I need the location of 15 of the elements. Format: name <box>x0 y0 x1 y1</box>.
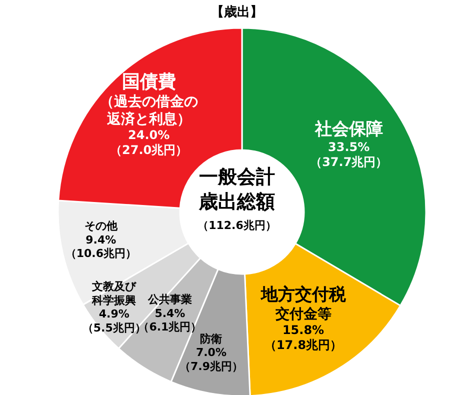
chart-title: 【歳出】 <box>211 4 263 20</box>
data-label: 33.5% （37.7兆円） <box>310 140 388 169</box>
slice-label: 社会保障 <box>314 120 383 140</box>
slice-label: 公共事業 <box>146 293 192 306</box>
slice-label: その他 <box>84 220 118 233</box>
text: （112.6兆円） <box>198 219 276 232</box>
text: 一般会計歳出総額 <box>198 166 275 213</box>
data-label: 15.8% （17.8兆円） <box>264 322 342 352</box>
data-label: 7.0% （7.9兆円） <box>179 346 243 373</box>
slice-label: 文教及び科学振興 <box>91 280 138 307</box>
slice-label: 国債費（過去の借金の返済と利息） <box>100 71 198 128</box>
data-label: 24.0% （27.0兆円） <box>110 128 188 157</box>
slice-label: 防衛 <box>200 332 222 346</box>
slice-label: 地方交付税交付金等 <box>260 285 347 322</box>
data-label: 9.4% （10.6兆円） <box>65 233 136 260</box>
